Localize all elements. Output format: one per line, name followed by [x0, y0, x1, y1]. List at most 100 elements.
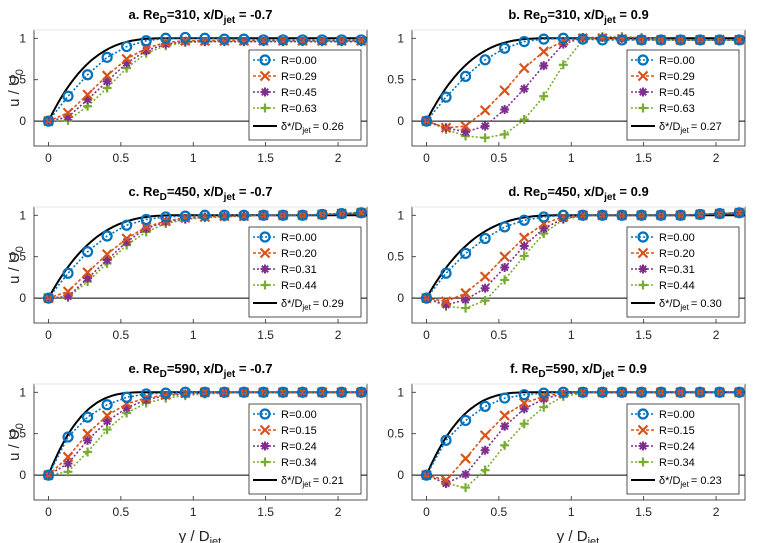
legend-label: R=0.31 — [659, 264, 695, 276]
data-point — [500, 421, 510, 431]
title-suffix: = 0.9 — [616, 184, 649, 199]
x-tick-label: 1 — [568, 328, 575, 342]
legend-marker — [260, 457, 270, 467]
data-point — [141, 224, 151, 234]
title-suffix: = 0.9 — [616, 7, 649, 22]
y-tick-label: 0 — [397, 468, 404, 482]
data-point — [82, 89, 93, 100]
title-prefix: e. Re — [129, 361, 160, 376]
title-prefix: b. Re — [508, 7, 540, 22]
legend-marker — [638, 280, 648, 290]
x-axis-label: y / Djet — [557, 528, 599, 543]
x-tick-label: 1.5 — [257, 505, 274, 519]
data-point — [500, 440, 510, 450]
delta-profile-line — [425, 391, 745, 476]
legend-marker — [259, 424, 271, 436]
panel-title: c. ReD=450, x/Djet = -0.7 — [129, 184, 273, 203]
x-label-subscript: jet — [209, 536, 222, 543]
data-point — [277, 209, 289, 221]
data-point — [336, 34, 348, 46]
series-R=0.00 — [420, 32, 745, 127]
legend-label: R=0.20 — [281, 248, 317, 260]
data-point — [519, 251, 529, 261]
legend-label: R=0.00 — [659, 232, 695, 244]
y-tick-label: 1 — [397, 208, 404, 222]
data-point — [538, 33, 550, 45]
x-label-text: y / D — [557, 528, 588, 543]
data-point — [500, 129, 510, 139]
data-point — [461, 303, 471, 313]
x-tick-label: 0.5 — [113, 505, 130, 519]
data-point — [518, 62, 530, 74]
data-point — [160, 387, 172, 399]
data-point — [218, 386, 230, 398]
data-point — [63, 291, 73, 301]
data-point — [655, 34, 667, 46]
x-tick-label: 1 — [190, 328, 197, 342]
legend-label: R=0.00 — [281, 409, 317, 421]
data-point — [499, 392, 511, 404]
data-point — [714, 208, 726, 220]
legend-marker — [260, 280, 270, 290]
legend-label-delta: δ*/Djet = 0.30 — [659, 298, 722, 312]
legend-marker — [637, 424, 649, 436]
data-point — [500, 262, 510, 272]
title-prefix: f. Re — [510, 361, 538, 376]
data-point — [441, 300, 451, 310]
series-line — [48, 40, 362, 122]
data-point — [480, 121, 490, 131]
data-point — [499, 410, 510, 421]
data-point — [121, 391, 133, 403]
title-middle: =450, x/D — [167, 184, 224, 199]
data-point — [121, 53, 132, 65]
data-point — [480, 296, 490, 306]
x-tick-label: 0 — [423, 505, 430, 519]
title-middle: =310, x/D — [167, 7, 224, 22]
data-point — [480, 445, 490, 455]
data-point — [674, 209, 687, 221]
legend-label-delta: δ*/Djet = 0.21 — [281, 475, 344, 489]
x-tick-label: 0.5 — [491, 151, 508, 165]
x-tick-label: 0 — [45, 328, 52, 342]
data-point — [461, 469, 471, 479]
data-point — [460, 453, 471, 464]
data-point — [122, 403, 132, 413]
data-point — [63, 467, 73, 477]
data-point — [655, 209, 667, 221]
data-point — [500, 105, 510, 115]
data-point — [316, 386, 328, 398]
data-point — [101, 399, 113, 411]
y-tick-label: 1 — [397, 385, 404, 399]
data-point — [480, 283, 490, 293]
data-point — [440, 122, 452, 134]
data-point — [199, 209, 211, 221]
x-tick-label: 2 — [713, 151, 720, 165]
legend-marker — [637, 408, 649, 420]
data-point — [355, 34, 367, 46]
data-point — [101, 70, 113, 81]
delta-value: = 0.23 — [691, 475, 722, 487]
data-point — [461, 127, 471, 137]
data-point — [519, 404, 529, 414]
delta-subscript: jet — [301, 303, 311, 312]
title-subscript: jet — [223, 369, 236, 380]
legend-label: R=0.24 — [659, 441, 695, 453]
legend-label: R=0.45 — [281, 87, 317, 99]
legend-marker — [637, 70, 649, 82]
data-point — [101, 248, 113, 260]
title-suffix: = -0.7 — [235, 7, 272, 22]
legend-label: R=0.15 — [659, 425, 695, 437]
data-point — [479, 271, 491, 282]
legend: R=0.00 R=0.29 R=0.45 R=0.63 δ*/Djet = 0.27 — [626, 49, 740, 141]
y-tick-label: 0.5 — [387, 250, 404, 264]
data-point — [461, 295, 471, 305]
legend-label: R=0.34 — [281, 457, 317, 469]
data-point — [140, 388, 152, 400]
y-tick-label: 0 — [19, 114, 26, 128]
x-tick-label: 0.5 — [491, 328, 508, 342]
data-point — [82, 428, 93, 439]
title-prefix: a. Re — [129, 7, 160, 22]
legend-marker — [638, 441, 648, 451]
title-subscript: D — [160, 15, 167, 26]
